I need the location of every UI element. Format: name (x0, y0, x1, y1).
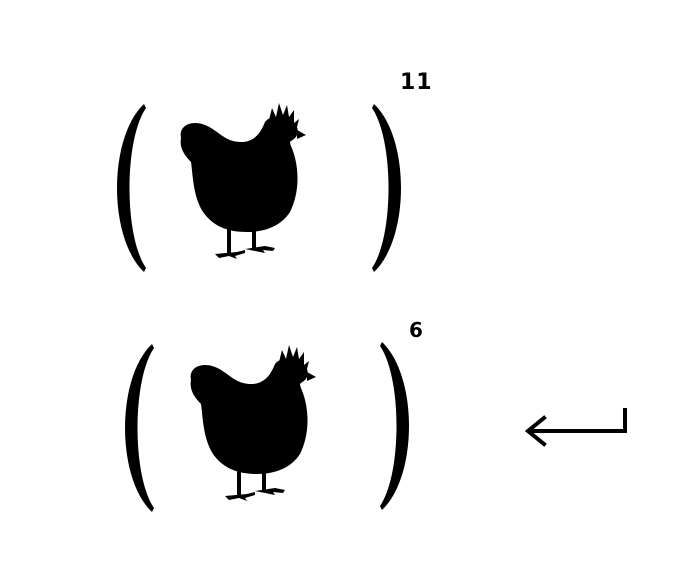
chicken-icon (190, 345, 316, 501)
right-parenthesis-bottom (380, 342, 409, 510)
right-parenthesis-top (372, 104, 401, 272)
return-arrow-icon (524, 408, 627, 447)
expression-top (117, 103, 401, 272)
left-parenthesis-top (117, 104, 146, 272)
exponent-top: 11 (400, 70, 433, 95)
expression-bottom (125, 342, 409, 512)
left-parenthesis-bottom (125, 344, 154, 512)
chicken-icon (180, 103, 306, 259)
exponent-bottom: 6 (409, 318, 423, 342)
